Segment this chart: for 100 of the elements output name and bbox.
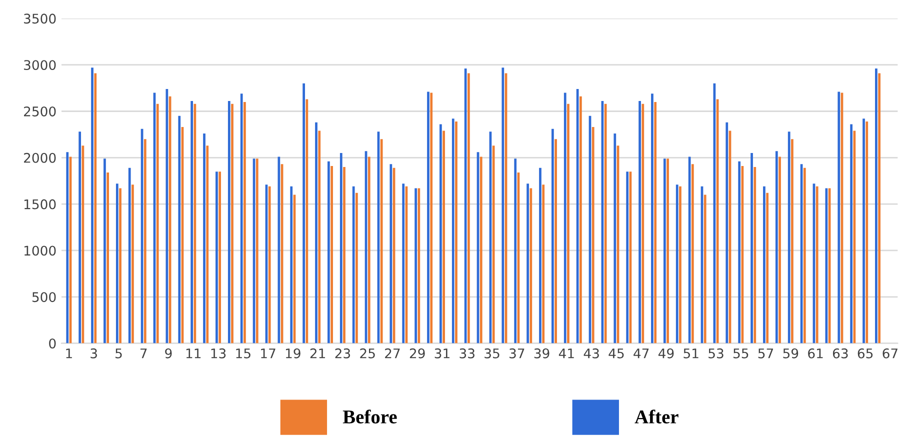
y-tick-label: 2500 [24, 106, 56, 116]
bar [414, 188, 417, 344]
bar [514, 158, 517, 344]
bar [94, 73, 97, 344]
bar [763, 186, 766, 344]
bar [875, 68, 878, 344]
bar [614, 134, 616, 344]
x-tick-label: 49 [658, 348, 674, 358]
x-tick-label: 17 [261, 348, 276, 358]
bar [788, 132, 790, 344]
x-tick-label: 41 [558, 348, 574, 358]
bar [231, 104, 234, 344]
bar [66, 152, 69, 344]
x-tick-label: 5 [116, 348, 122, 358]
bar [91, 68, 94, 344]
y-tick-label: 1500 [24, 199, 56, 210]
y-tick-label: 1000 [24, 246, 56, 256]
bar [306, 99, 308, 344]
bar [853, 130, 856, 344]
bar [343, 166, 346, 344]
x-tick-label: 7 [140, 348, 147, 358]
bar [551, 128, 554, 344]
bar [539, 168, 542, 344]
bar [464, 68, 467, 344]
bar [156, 104, 159, 344]
x-tick-label: 29 [410, 348, 425, 358]
bar [328, 161, 330, 344]
bar [228, 101, 230, 344]
bar [430, 92, 433, 344]
bar [502, 68, 504, 344]
x-tick-label: 11 [186, 348, 201, 358]
bar [778, 156, 781, 344]
bar [455, 121, 458, 344]
bar [754, 166, 756, 344]
bar [468, 73, 470, 344]
bar [330, 166, 333, 344]
x-tick-label: 61 [808, 348, 823, 358]
y-tick-label: 3000 [24, 60, 56, 70]
bar [750, 153, 753, 344]
bar [878, 73, 880, 344]
bar [380, 139, 383, 344]
bar [390, 164, 392, 344]
bar [206, 146, 209, 344]
bar [592, 127, 594, 344]
bar [704, 194, 706, 344]
bar [119, 188, 122, 344]
bar [216, 172, 218, 344]
bar [679, 186, 682, 344]
bar [663, 158, 666, 344]
x-tick-label: 59 [783, 348, 798, 358]
bar [203, 134, 206, 344]
bar [738, 161, 741, 344]
legend-label: After [634, 410, 678, 424]
x-tick-label: 37 [510, 348, 524, 358]
x-tick-label: 9 [165, 348, 172, 358]
bar [542, 184, 545, 344]
bar [240, 94, 243, 344]
bar [850, 124, 852, 344]
bar [440, 124, 442, 344]
bar [666, 158, 669, 344]
bar [766, 192, 769, 344]
bar [178, 116, 181, 344]
bar [132, 184, 134, 344]
bar [651, 94, 654, 344]
x-tick-label: 21 [310, 348, 325, 358]
bar [775, 151, 778, 344]
x-tick-label: 3 [90, 348, 97, 358]
x-tick-label: 39 [534, 348, 550, 358]
x-tick-label: 45 [608, 348, 624, 358]
bar [791, 139, 794, 344]
bar [579, 96, 582, 344]
y-tick-label: 0 [49, 338, 56, 348]
bar [78, 132, 82, 344]
bar [492, 146, 495, 344]
x-tick-label: 13 [211, 348, 226, 358]
x-tick-label: 57 [758, 348, 774, 358]
bar [862, 118, 865, 344]
x-tick-label: 25 [360, 348, 375, 358]
bar [530, 188, 532, 344]
x-tick-label: 27 [385, 348, 400, 358]
bar [480, 156, 482, 344]
bar [654, 102, 657, 344]
bar [290, 186, 293, 344]
bar [244, 102, 246, 344]
bar [116, 184, 118, 344]
bar [166, 88, 168, 344]
bar [268, 186, 271, 344]
x-tick-label: 53 [708, 348, 724, 358]
x-tick-label: 65 [858, 348, 873, 358]
bar [356, 192, 358, 344]
bar [726, 122, 728, 344]
bar [144, 139, 146, 344]
y-tick-label: 500 [32, 292, 56, 302]
bar [838, 92, 840, 344]
bar [638, 101, 641, 344]
x-tick-label: 15 [236, 348, 250, 358]
bar [352, 186, 355, 344]
bar [340, 153, 342, 344]
bar [567, 104, 570, 344]
bar [368, 156, 370, 344]
